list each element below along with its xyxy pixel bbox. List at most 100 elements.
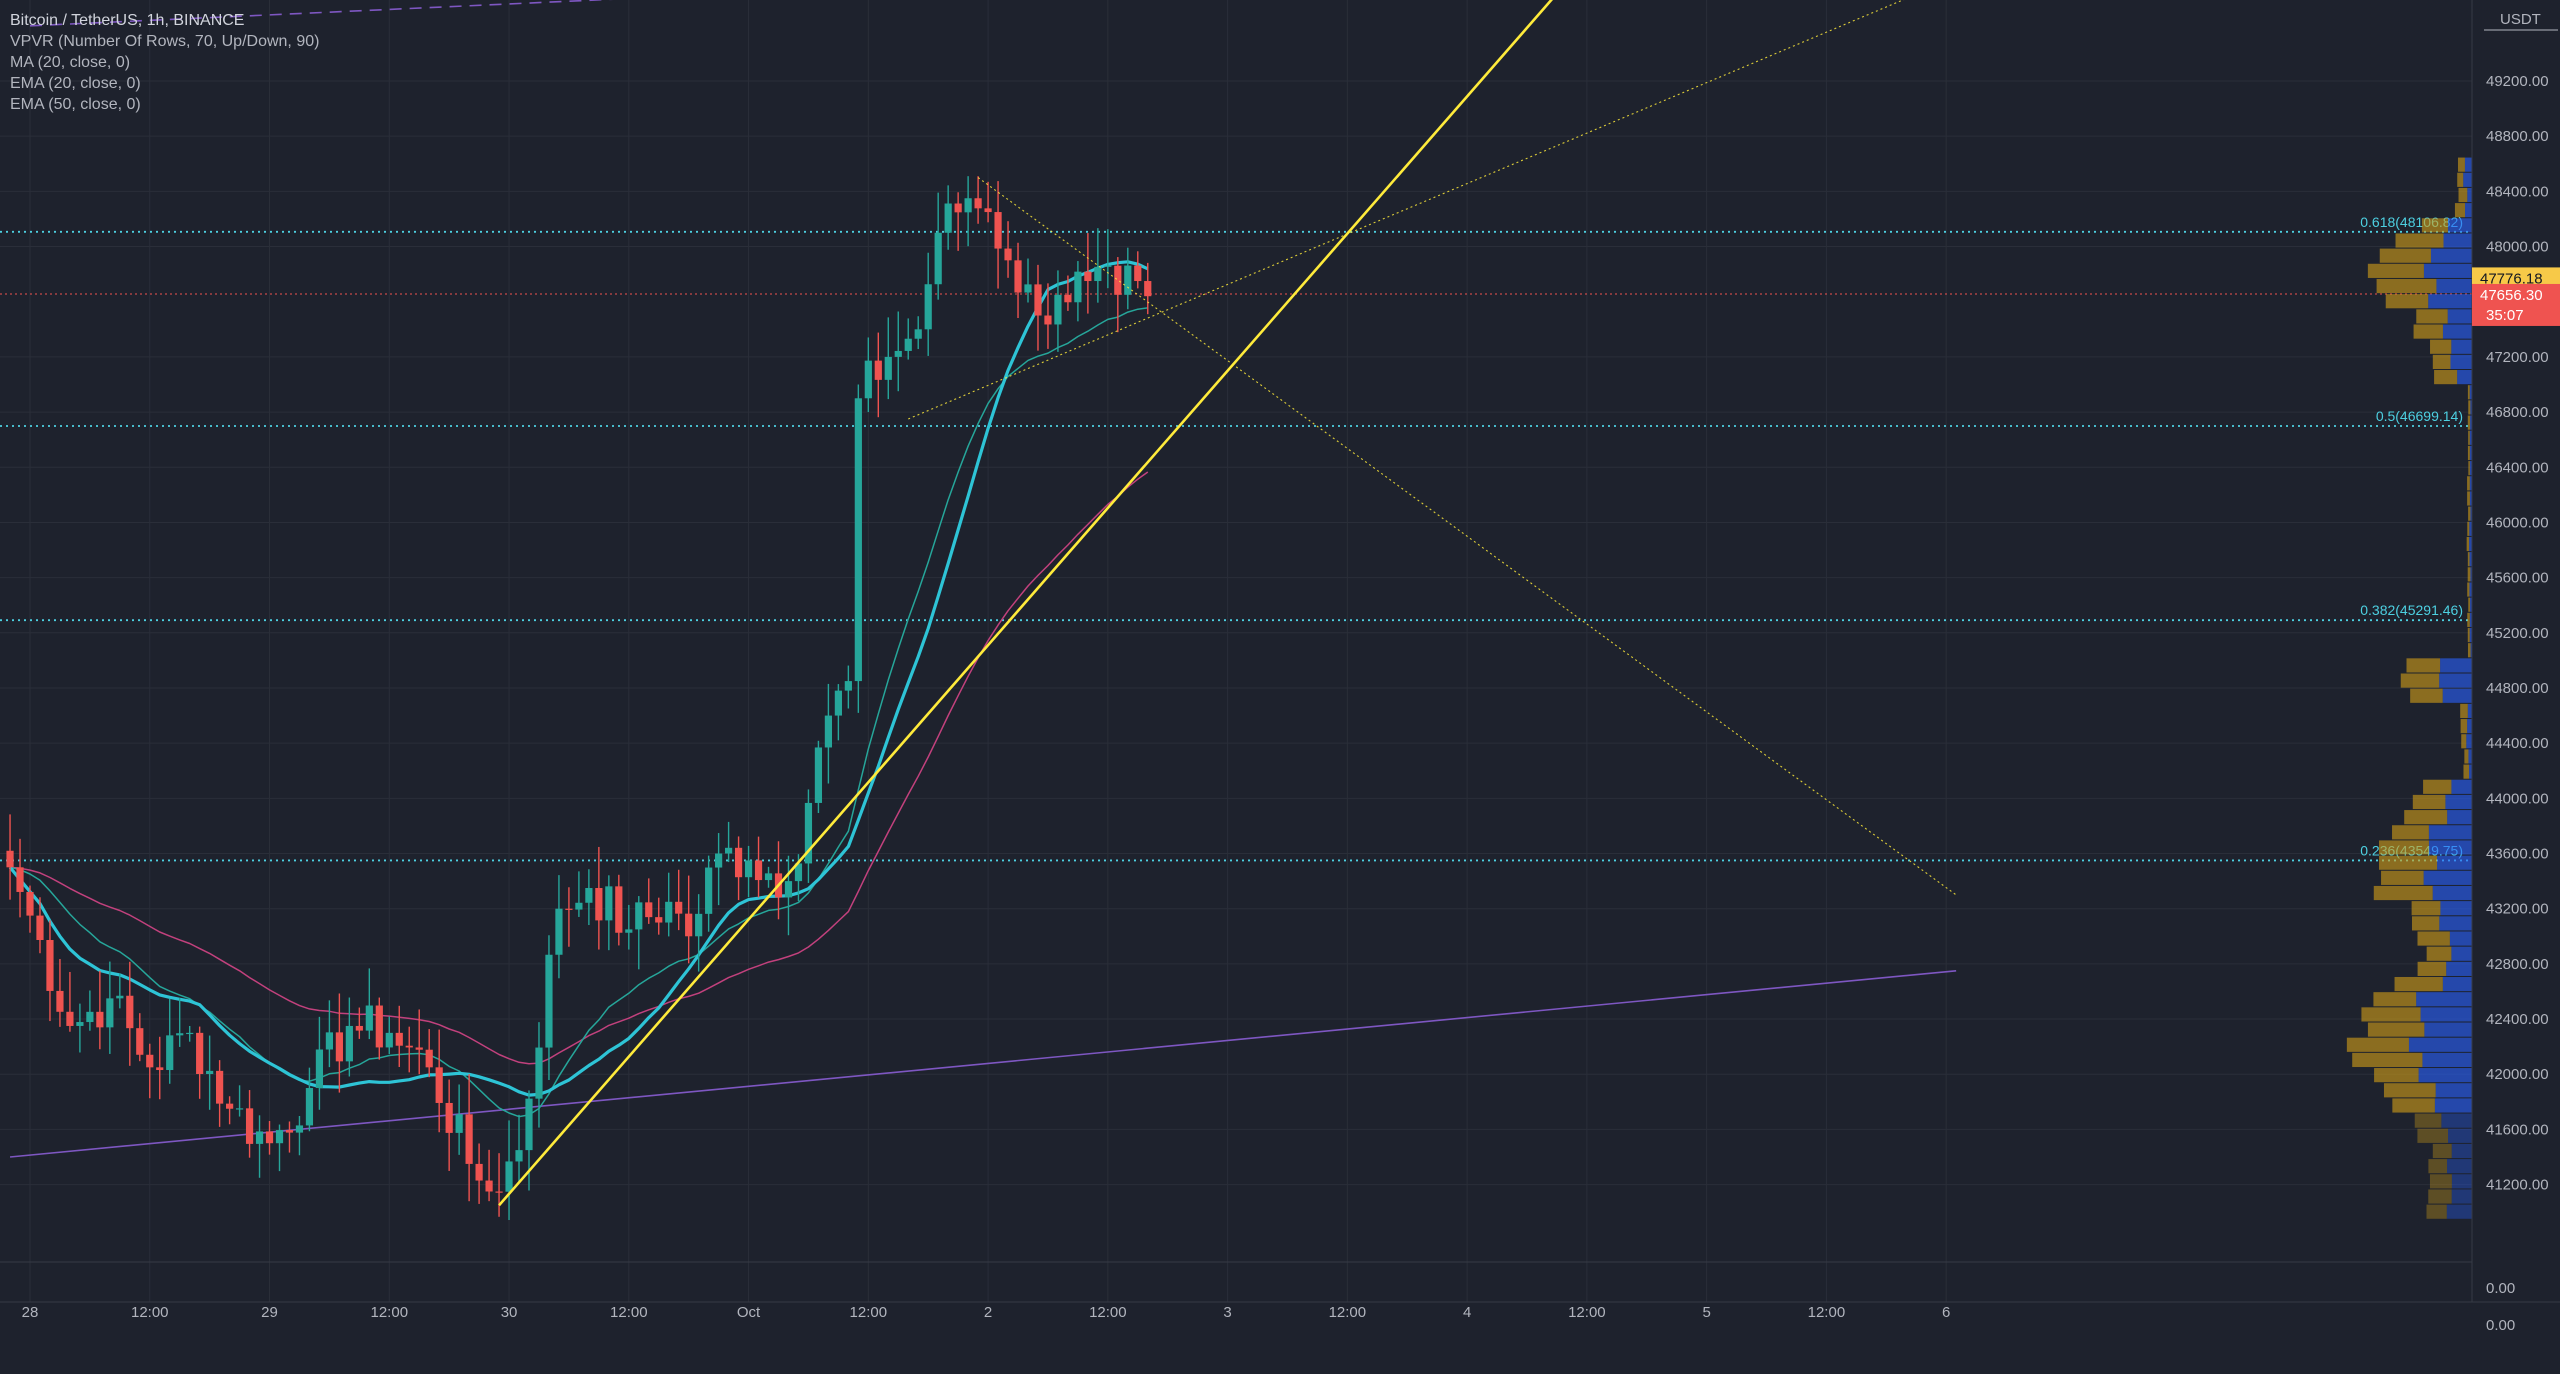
candle-down bbox=[66, 1011, 74, 1026]
price-tick-label: 42000.00 bbox=[2486, 1066, 2549, 1083]
vp-bar-down bbox=[2467, 521, 2470, 536]
vp-bar-up bbox=[2434, 1098, 2472, 1113]
candle-up bbox=[944, 203, 952, 233]
vp-bar-down bbox=[2411, 916, 2440, 931]
vp-bar-up bbox=[2466, 734, 2472, 749]
vp-bar-down bbox=[2468, 400, 2471, 415]
vp-bar-down bbox=[2410, 688, 2443, 703]
price-label-red-bg bbox=[2472, 283, 2560, 326]
time-axis[interactable]: 28 12:00 29 12:00 30 12:00 Oct 12:00 2 12:00 3 12:0… bbox=[0, 1301, 2560, 1321]
time-tick-label: 6 bbox=[1942, 1304, 1950, 1321]
vp-bar-up bbox=[2435, 1083, 2472, 1098]
vp-bar-up bbox=[2420, 1007, 2472, 1022]
triangle-upper-line bbox=[977, 177, 1957, 896]
candle-up bbox=[76, 1022, 84, 1026]
vp-bar-down bbox=[2385, 294, 2429, 309]
time-tick-label: 3 bbox=[1223, 1304, 1231, 1321]
candle-up bbox=[705, 867, 713, 914]
candle-down bbox=[96, 1011, 104, 1028]
candle-down bbox=[485, 1180, 493, 1192]
vp-bar-up bbox=[2428, 294, 2472, 309]
legend-vpvr[interactable]: VPVR (Number Of Rows, 70, Up/Down, 90) bbox=[10, 33, 320, 50]
candle-up bbox=[924, 284, 932, 330]
vp-bar-down bbox=[2467, 582, 2470, 597]
legend-ema20[interactable]: EMA (20, close, 0) bbox=[10, 75, 141, 92]
candle-up bbox=[964, 198, 972, 213]
candle-down bbox=[1014, 260, 1022, 293]
vp-bar-up bbox=[2451, 946, 2472, 961]
candle-up bbox=[385, 1032, 393, 1048]
vp-bar-up bbox=[2428, 840, 2472, 855]
ma-line bbox=[8, 260, 1149, 1097]
candle-down bbox=[984, 208, 992, 213]
legend-ma[interactable]: MA (20, close, 0) bbox=[10, 54, 131, 71]
vp-bar-up bbox=[2447, 218, 2472, 233]
candle-down bbox=[285, 1130, 294, 1133]
vp-bar-up bbox=[2430, 248, 2472, 263]
vp-bar-up bbox=[2447, 309, 2472, 324]
candle-up bbox=[255, 1131, 264, 1144]
candle-up bbox=[1054, 294, 1062, 325]
price-tick-label: 48400.00 bbox=[2486, 183, 2549, 200]
candle-down bbox=[874, 360, 882, 380]
time-tick-label: 12:00 bbox=[1329, 1304, 1367, 1321]
candle-up bbox=[186, 1032, 194, 1035]
candle-down bbox=[1114, 265, 1122, 295]
candle-down bbox=[375, 1005, 383, 1048]
price-tick-label: 47200.00 bbox=[2486, 349, 2549, 366]
time-tick-label: 12:00 bbox=[131, 1304, 169, 1321]
vp-bar-up bbox=[2469, 445, 2472, 461]
candle-down bbox=[475, 1163, 483, 1181]
candle-down bbox=[465, 1114, 473, 1164]
vp-bar-down bbox=[2426, 946, 2452, 961]
vp-bar-up bbox=[2423, 263, 2472, 278]
vp-bar-down bbox=[2468, 597, 2471, 612]
vp-bar-down bbox=[2429, 1174, 2452, 1189]
candle-down bbox=[685, 913, 693, 937]
vp-bar-down bbox=[2468, 506, 2471, 521]
vp-bar-down bbox=[2428, 1159, 2448, 1174]
candle-down bbox=[495, 1191, 503, 1193]
candle-up bbox=[784, 881, 793, 898]
candle-up bbox=[275, 1130, 284, 1144]
candle-down bbox=[974, 198, 982, 209]
price-tick-label: 41600.00 bbox=[2486, 1121, 2549, 1138]
symbol-title[interactable]: Bitcoin / TetherUS, 1h, BINANCE bbox=[10, 12, 245, 29]
price-tick-label: 42400.00 bbox=[2486, 1011, 2549, 1028]
candle-down bbox=[1144, 281, 1152, 297]
vp-bar-down bbox=[2467, 612, 2470, 627]
vp-bar-up bbox=[2470, 415, 2472, 430]
candle-down bbox=[126, 995, 134, 1029]
vp-bar-up bbox=[2424, 1022, 2472, 1037]
price-axis[interactable]: 49200.00 48800.00 48400.00 48000.00 47200.00… bbox=[2471, 0, 2560, 1374]
candle-down bbox=[1034, 284, 1042, 316]
vp-bar-up bbox=[2418, 1068, 2472, 1083]
price-tick-label: 46000.00 bbox=[2486, 514, 2549, 531]
vp-bar-down bbox=[2467, 643, 2471, 658]
legend-ema50[interactable]: EMA (50, close, 0) bbox=[10, 96, 141, 113]
vp-bar-up bbox=[2428, 825, 2472, 840]
candle-down bbox=[1084, 271, 1092, 282]
time-tick-label: 12:00 bbox=[1568, 1304, 1606, 1321]
vp-bar-up bbox=[2467, 719, 2472, 734]
vp-bar-up bbox=[2446, 1204, 2472, 1219]
price-tick-label: 44400.00 bbox=[2486, 735, 2549, 752]
candle-up bbox=[884, 356, 892, 380]
candle-down bbox=[216, 1070, 224, 1104]
time-tick-label: 2 bbox=[984, 1304, 992, 1321]
candle-down bbox=[146, 1054, 154, 1068]
candle-down bbox=[156, 1067, 164, 1071]
volume-profile bbox=[2346, 157, 2472, 1219]
vp-bar-up bbox=[2469, 764, 2472, 779]
vp-bar-down bbox=[2463, 764, 2470, 779]
vp-bar-up bbox=[2451, 339, 2472, 354]
volume-axis-label: 0.00 bbox=[2486, 1280, 2515, 1297]
time-tick-label: 12:00 bbox=[371, 1304, 409, 1321]
vp-bar-up bbox=[2442, 688, 2472, 703]
candle-down bbox=[405, 1045, 413, 1048]
candle-up bbox=[505, 1161, 513, 1192]
vp-bar-up bbox=[2451, 779, 2472, 794]
candle-down bbox=[425, 1049, 433, 1068]
candle-up bbox=[834, 690, 842, 716]
